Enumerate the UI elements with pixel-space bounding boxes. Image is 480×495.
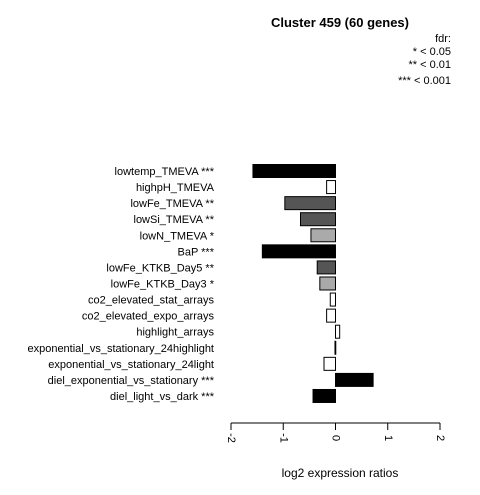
bar-2: [326, 180, 336, 195]
category-labels: lowtemp_TMEVA *** highpH_TMEVA lowFe_TMEVA…: [27, 166, 214, 403]
x-tick-label-1: -2: [225, 433, 237, 443]
category-label-8: lowFe_KTKB_Day3 *: [111, 278, 215, 290]
x-tick-label-2: -1: [277, 433, 289, 443]
legend: fdr: * < 0.05 ** < 0.01 *** < 0.001: [398, 33, 451, 87]
category-label-12: exponential_vs_stationary_24highlight: [27, 343, 214, 355]
bar-14: [335, 372, 374, 387]
bar-11: [335, 324, 341, 339]
legend-entry-3: *** < 0.001: [398, 75, 451, 87]
category-label-10: co2_elevated_expo_arrays: [82, 311, 215, 323]
x-axis-label: log2 expression ratios: [282, 466, 399, 480]
x-tick-label-3: 0: [330, 435, 342, 441]
legend-title: fdr:: [435, 33, 451, 45]
category-label-6: BaP ***: [178, 246, 215, 258]
category-label-9: co2_elevated_stat_arrays: [88, 295, 214, 307]
bar-9: [329, 292, 336, 307]
category-label-3: lowFe_TMEVA **: [130, 198, 214, 210]
chart-title: Cluster 459 (60 genes): [271, 15, 409, 30]
x-tick-label-4: 1: [382, 435, 394, 441]
bar-8: [319, 276, 337, 291]
bar-4: [299, 212, 336, 227]
category-label-5: lowN_TMEVA *: [140, 230, 215, 242]
legend-entry-2: ** < 0.01: [408, 59, 451, 71]
category-label-11: highlight_arrays: [136, 327, 214, 339]
category-label-4: lowSi_TMEVA **: [134, 214, 215, 226]
bar-6: [261, 244, 337, 259]
bar-7: [316, 260, 336, 275]
category-label-2: highpH_TMEVA: [136, 182, 215, 194]
category-label-1: lowtemp_TMEVA ***: [115, 166, 215, 178]
category-label-7: lowFe_KTKB_Day5 **: [106, 262, 214, 274]
bar-1: [252, 164, 337, 178]
bar-12: [334, 340, 337, 355]
legend-entry-1: * < 0.05: [413, 46, 451, 58]
category-label-15: diel_light_vs_dark ***: [110, 391, 215, 403]
bar-15: [312, 388, 337, 403]
bars: [252, 164, 374, 403]
category-label-14: diel_exponential_vs_stationary ***: [48, 375, 215, 387]
bar-13: [323, 356, 337, 371]
bar-10: [326, 308, 336, 323]
category-label-13: exponential_vs_stationary_24light: [48, 359, 214, 371]
x-axis: -2 -1 0 1 2: [225, 422, 446, 443]
bar-5: [310, 228, 337, 243]
x-tick-label-5: 2: [434, 435, 446, 441]
bar-3: [284, 196, 337, 211]
